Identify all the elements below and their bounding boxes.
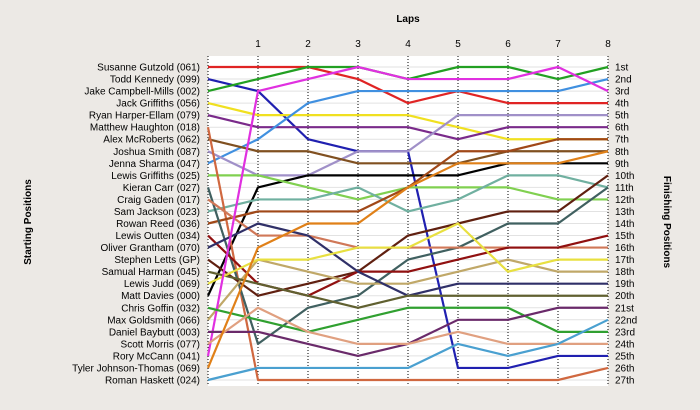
starting-position-label: Roman Haskett (024) — [105, 376, 200, 387]
starting-position-label: Alex McRoberts (062) — [103, 135, 200, 146]
finishing-position-label: 9th — [615, 159, 629, 170]
starting-position-label: Chris Goffin (032) — [121, 303, 200, 314]
lap-tick-label: 1 — [255, 39, 261, 50]
lap-tick-label: 5 — [455, 39, 461, 50]
lap-tick-labels: 1 2 3 4 5 6 7 8 — [255, 39, 611, 50]
finishing-position-label: 23rd — [615, 327, 635, 338]
finishing-position-label: 6th — [615, 123, 629, 134]
starting-position-label: Rowan Reed (036) — [116, 219, 200, 230]
finishing-position-label: 19th — [615, 279, 634, 290]
finishing-position-label: 8th — [615, 147, 629, 158]
finishing-position-label: 14th — [615, 219, 634, 230]
series-line — [207, 174, 609, 297]
lap-tick-label: 7 — [555, 39, 561, 50]
finishing-position-label: 5th — [615, 111, 629, 122]
finishing-position-label: 20th — [615, 291, 634, 302]
finishing-position-label: 24th — [615, 339, 634, 350]
starting-position-label: Matthew Haughton (018) — [90, 123, 200, 134]
starting-position-label: Jake Campbell-Mills (002) — [84, 87, 200, 98]
series-line — [207, 306, 608, 345]
series-line — [206, 65, 609, 357]
finishing-position-label: 12th — [615, 195, 634, 206]
finishing-position-labels: 1st2nd3rd4th5th6th7th8th9th10th11th12th1… — [615, 63, 637, 387]
starting-position-label: Sam Jackson (023) — [114, 207, 200, 218]
finishing-position-label: 26th — [615, 363, 634, 374]
starting-position-label: Samual Harman (045) — [102, 267, 200, 278]
finishing-position-label: 11th — [615, 183, 634, 194]
starting-position-label: Matt Davies (000) — [121, 291, 200, 302]
finishing-position-label: 25th — [615, 351, 634, 362]
finishing-position-label: 21st — [615, 303, 634, 314]
starting-position-label: Todd Kennedy (099) — [110, 75, 200, 86]
lap-tick-label: 4 — [405, 39, 411, 50]
finishing-position-label: 18th — [615, 267, 634, 278]
starting-position-label: Craig Gaden (017) — [117, 195, 200, 206]
finishing-position-label: 15th — [615, 231, 634, 242]
finishing-position-label: 7th — [615, 135, 629, 146]
finishing-position-label: 10th — [615, 171, 634, 182]
series-line — [207, 318, 609, 382]
series-line — [207, 138, 608, 165]
series-line — [206, 150, 609, 369]
series-line — [207, 174, 609, 213]
series-line — [207, 270, 608, 309]
y-axis-title-left: Starting Positions — [23, 179, 34, 265]
lap-tick-label: 8 — [605, 39, 611, 50]
finishing-position-label: 16th — [615, 243, 634, 254]
starting-position-label: Joshua Smith (087) — [113, 147, 200, 158]
finishing-position-label: 27th — [615, 376, 634, 387]
starting-position-label: Rory McCann (041) — [113, 351, 200, 362]
starting-position-label: Tyler Johnson-Thomas (069) — [72, 363, 200, 374]
series-lines — [206, 65, 609, 382]
starting-position-label: Kieran Carr (027) — [123, 183, 200, 194]
series-line — [207, 258, 608, 321]
series-line — [207, 102, 608, 141]
finishing-position-label: 22nd — [615, 315, 637, 326]
starting-position-label: Daniel Baybutt (003) — [109, 327, 200, 338]
starting-position-label: Lewis Outten (034) — [116, 231, 201, 242]
starting-position-label: Jenna Sharma (047) — [109, 159, 200, 170]
lap-tick-label: 3 — [355, 39, 361, 50]
finishing-position-label: 17th — [615, 255, 634, 266]
finishing-position-label: 3rd — [615, 87, 629, 98]
lap-tick-label: 2 — [305, 39, 311, 50]
starting-position-label: Scott Morris (077) — [121, 339, 200, 350]
starting-position-label: Jack Griffiths (056) — [116, 99, 200, 110]
series-line — [207, 306, 608, 333]
starting-position-label: Oliver Grantham (070) — [101, 243, 200, 254]
finishing-position-label: 13th — [615, 207, 634, 218]
lap-tick-label: 6 — [505, 39, 511, 50]
starting-position-label: Ryan Harper-Ellam (079) — [89, 111, 200, 122]
starting-position-label: Stephen Letts (GP) — [114, 255, 200, 266]
finishing-position-label: 1st — [615, 63, 629, 74]
starting-position-labels: Susanne Gutzold (061)Todd Kennedy (099)J… — [72, 63, 200, 387]
x-axis-title: Laps — [396, 14, 420, 25]
series-line — [206, 126, 609, 382]
series-line — [206, 186, 609, 345]
y-axis-title-right: Finishing Positions — [661, 176, 672, 269]
series-line — [207, 222, 608, 285]
series-line — [207, 114, 608, 177]
starting-position-label: Lewis Judd (069) — [124, 279, 200, 290]
finishing-position-label: 4th — [615, 99, 629, 110]
series-line — [207, 77, 609, 165]
starting-position-label: Susanne Gutzold (061) — [97, 63, 200, 74]
starting-position-label: Max Goldsmith (066) — [107, 315, 200, 326]
finishing-position-label: 2nd — [615, 75, 632, 86]
series-line — [208, 65, 608, 105]
starting-position-label: Lewis Griffiths (025) — [111, 171, 200, 182]
